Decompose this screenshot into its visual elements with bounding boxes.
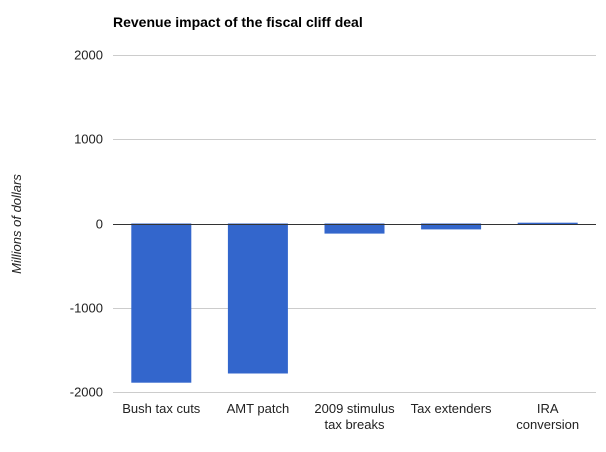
y-tick-label: 0 <box>96 217 103 232</box>
category-label-1: AMT patch <box>227 401 290 416</box>
bar-3 <box>421 223 482 230</box>
bar-2 <box>324 223 385 234</box>
category-labels: Bush tax cuts AMT patch 2009 stimulus tax b… <box>122 401 579 432</box>
category-label-line: conversion <box>516 417 579 432</box>
y-tick-label: 1000 <box>74 132 103 147</box>
y-axis-label: Millions of dollars <box>9 174 24 274</box>
bars <box>113 222 596 383</box>
category-label-line: Bush tax cuts <box>122 401 201 416</box>
chart-title: Revenue impact of the fiscal cliff deal <box>113 14 363 30</box>
category-label-line: 2009 stimulus <box>314 401 395 416</box>
category-label-line: Tax extenders <box>411 401 492 416</box>
bar-0 <box>131 223 192 383</box>
y-tick-label: -1000 <box>70 301 103 316</box>
y-tick-label: 2000 <box>74 48 103 63</box>
category-label-0: Bush tax cuts <box>122 401 201 416</box>
category-label-line: IRA <box>537 401 559 416</box>
category-label-4: IRA conversion <box>516 401 579 432</box>
category-label-line: tax breaks <box>325 417 385 432</box>
y-tick-label: -2000 <box>70 385 103 400</box>
category-label-3: Tax extenders <box>411 401 492 416</box>
bar-1 <box>227 223 288 374</box>
category-label-2: 2009 stimulus tax breaks <box>314 401 395 432</box>
category-label-line: AMT patch <box>227 401 290 416</box>
y-tick-labels: 2000 1000 0 -1000 -2000 <box>70 48 103 400</box>
bar-4 <box>517 222 578 225</box>
